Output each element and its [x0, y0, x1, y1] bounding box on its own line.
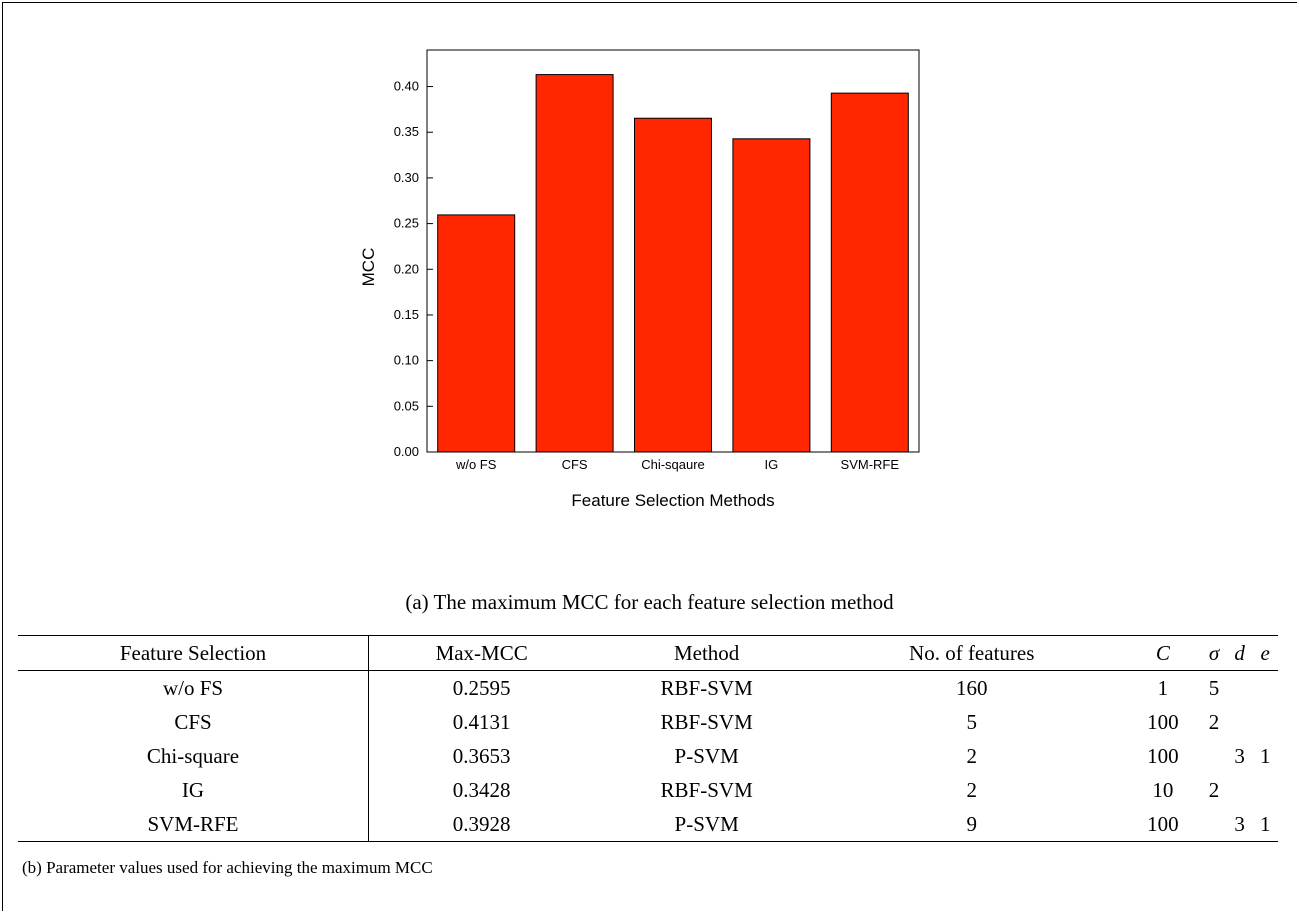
y-tick-label: 0.35 [394, 124, 419, 139]
table-row: w/o FS 0.2595 RBF-SVM 160 1 5 [18, 670, 1278, 706]
x-tick-label: SVM-RFE [841, 457, 900, 472]
table-cell: 160 [955, 676, 988, 700]
table-cell: 0.3928 [368, 807, 595, 842]
table-cell: 2 [1208, 710, 1220, 734]
header-c: C [1124, 635, 1202, 671]
table-cell [1201, 739, 1227, 773]
chart-caption: (a) The maximum MCC for each feature sel… [405, 590, 894, 614]
bar [830, 92, 909, 453]
table-row: SVM-RFE 0.3928 P-SVM 9 100 3 1 [18, 807, 1278, 842]
table-cell: 0.3428 [452, 778, 511, 802]
x-tick-label: IG [765, 457, 779, 472]
table-cell: 9 [818, 807, 1125, 842]
table-cell [1227, 705, 1253, 739]
header-sigma: σ [1201, 635, 1227, 671]
table-cell [1227, 773, 1253, 807]
y-axis-label: MCC [359, 248, 378, 287]
table-cell: CFS [18, 705, 369, 739]
y-tick-label: 0.10 [394, 353, 419, 368]
table-cell [1252, 773, 1278, 807]
table-cell: SVM-RFE [18, 807, 369, 842]
table-cell: P-SVM [674, 744, 739, 768]
header-d: d [1226, 635, 1253, 671]
table-cell: 1 [1259, 744, 1271, 768]
table-cell: RBF-SVM [660, 676, 753, 700]
table-cell: 2 [966, 778, 977, 802]
table-cell: 0.4131 [452, 710, 511, 734]
x-tick-label: Chi-sqaure [641, 457, 705, 472]
table-row: Chi-square 0.3653 P-SVM 2 100 3 1 [18, 739, 1278, 773]
table-cell: 2 [966, 744, 977, 768]
parameter-table: Feature Selection Max-MCC Method No. of … [18, 635, 1278, 842]
header-no-of-features: No. of features [818, 635, 1125, 671]
y-axis-ticks: 0.00 0.05 0.10 0.15 0.20 0.25 0.30 0.35 0.40 [394, 79, 433, 459]
table-cell: 5 [1208, 676, 1220, 700]
table-cell: 100 [1147, 710, 1179, 734]
table-cell: 0.3653 [452, 744, 511, 768]
header-method: Method [594, 635, 819, 671]
bar [634, 117, 712, 453]
y-tick-label: 0.20 [394, 261, 419, 276]
table-cell: w/o FS [18, 670, 369, 705]
bars-group [437, 74, 909, 453]
y-tick-label: 0.25 [394, 216, 419, 231]
table-cell [1252, 671, 1278, 706]
x-axis-ticks: w/o FS CFS Chi-sqaure IG SVM-RFE [455, 457, 899, 472]
header-max-mcc: Max-MCC [368, 635, 595, 671]
header-feature-selection: Feature Selection [18, 635, 369, 671]
y-tick-label: 0.30 [394, 170, 419, 185]
table-cell: Chi-square [18, 739, 369, 773]
table-cell: 100 [1147, 744, 1179, 768]
bar [732, 138, 811, 453]
table-cell [1252, 705, 1278, 739]
table-row: IG 0.3428 RBF-SVM 2 10 2 [18, 773, 1278, 807]
table-cell: 1 [1252, 807, 1278, 842]
y-tick-label: 0.15 [394, 307, 419, 322]
table-cell: 1 [1157, 676, 1169, 700]
table-cell: RBF-SVM [660, 778, 753, 802]
table-cell: 5 [966, 710, 977, 734]
table-header-row: Feature Selection Max-MCC Method No. of … [18, 635, 1278, 671]
y-tick-label: 0.00 [394, 444, 419, 459]
y-tick-label: 0.05 [394, 398, 419, 413]
table-cell: 3 [1234, 744, 1245, 768]
x-tick-label: w/o FS [455, 457, 497, 472]
table-cell: RBF-SVM [660, 710, 753, 734]
table-cell: 100 [1124, 807, 1202, 842]
table-cell [1227, 671, 1253, 706]
table-cell: 2 [1208, 778, 1220, 802]
table-cell: 10 [1152, 778, 1174, 802]
table-cell [1201, 807, 1227, 842]
x-tick-label: CFS [562, 457, 588, 472]
table-cell: 0.2595 [452, 676, 511, 700]
header-e: e [1252, 635, 1278, 671]
bar [437, 214, 516, 453]
table-cell: P-SVM [594, 807, 819, 842]
table-cell: 3 [1226, 807, 1253, 842]
table-row: CFS 0.4131 RBF-SVM 5 100 2 [18, 705, 1278, 739]
mcc-bar-chart: 0.00 0.05 0.10 0.15 0.20 0.25 0.30 0.35 0.40 w/o… [359, 49, 920, 510]
bar [535, 74, 614, 453]
table-cell: IG [18, 773, 369, 807]
x-axis-label: Feature Selection Methods [571, 491, 774, 510]
y-tick-label: 0.40 [394, 79, 419, 94]
table-caption: (b) Parameter values used for achieving … [22, 858, 433, 877]
